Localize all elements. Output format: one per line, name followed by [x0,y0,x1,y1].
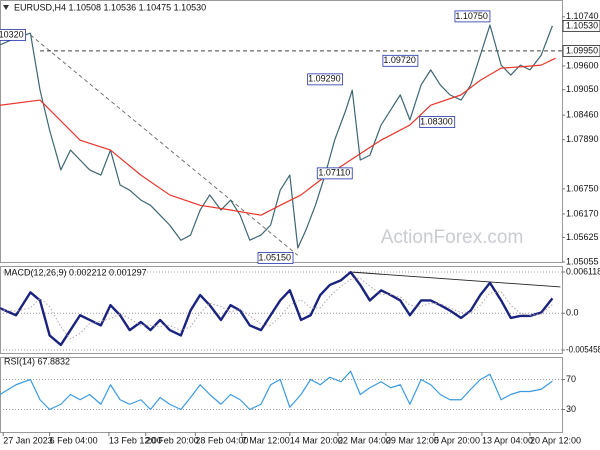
y-tick-label: 1.05055 [566,256,599,266]
annotation-box [316,167,353,180]
y-tick-label: 0.0 [566,308,579,318]
annotation-box [307,73,344,86]
annotation-label: 1.09290 [308,74,341,84]
x-tick-label: 13 Apr 04:00 [482,435,533,445]
annotation-label: 1.09720 [383,55,416,65]
series-line [0,24,553,249]
y-tick-label: -0.005458 [566,344,600,354]
y-tick-label: 70 [566,374,576,384]
x-tick-label: 5 Apr 20:00 [434,435,480,445]
series-line [0,370,553,411]
panel-frame [0,357,563,433]
annotation-box [0,29,27,41]
y-tick-label: 1.09600 [566,60,599,70]
annotation-label: 1.08300 [420,116,453,126]
panel-title: RSI(14) 67.8832 [4,356,70,366]
x-tick-label: 14 Mar 20:00 [290,435,343,445]
annotation-box [257,252,294,264]
x-tick-label: 20 Apr 12:00 [530,435,581,445]
price-marker-label: 1.10530 [566,20,598,30]
x-tick-label: 13 Feb 12:00 [109,435,162,445]
trend-line [30,34,299,256]
series-line [0,277,553,340]
panel-title: MACD(12,26,9) 0.002212 0.001297 [4,267,147,277]
price-marker-box [562,19,600,32]
y-tick-label: 1.09050 [566,84,599,94]
x-tick-label: 20 Feb 20:00 [146,435,199,445]
x-tick-label: 29 Mar 12:00 [386,435,439,445]
panel-title: EURUSD,H4 1.10508 1.10536 1.10475 1.1053… [14,2,206,12]
y-tick-label: 0.006118 [566,266,600,276]
x-tick-label: 6 Feb 04:00 [50,435,98,445]
annotation-box [382,54,419,67]
annotation-label: 1.10320 [0,29,24,39]
series-line [0,57,556,216]
annotation-label: 1.10750 [455,11,488,21]
annotation-label: 1.05150 [258,252,291,262]
annotation-label: 1.07110 [318,168,350,178]
price-marker-label: 1.09950 [566,45,598,55]
annotation-box [419,116,456,128]
x-tick-label: 7 Mar 12:00 [242,435,290,445]
price-marker-box [562,44,600,57]
annotation-box [454,10,491,23]
y-tick-label: 1.07890 [566,134,599,144]
trend-line [352,271,561,288]
x-tick-label: 28 Feb 04:00 [195,435,248,445]
series-line [0,270,554,347]
y-tick-label: 30 [566,404,576,414]
watermark: ActionForex.com [381,227,524,248]
x-tick-label: 27 Jan 2023 [3,435,53,445]
x-tick-label: 22 Mar 04:00 [338,435,391,445]
collapse-icon [3,5,9,10]
y-tick-label: 1.08460 [566,110,599,120]
y-tick-label: 1.06750 [566,183,599,193]
y-tick-label: 1.05625 [566,232,599,242]
y-tick-label: 1.06170 [566,208,599,218]
y-tick-label: 1.10740 [566,11,599,21]
